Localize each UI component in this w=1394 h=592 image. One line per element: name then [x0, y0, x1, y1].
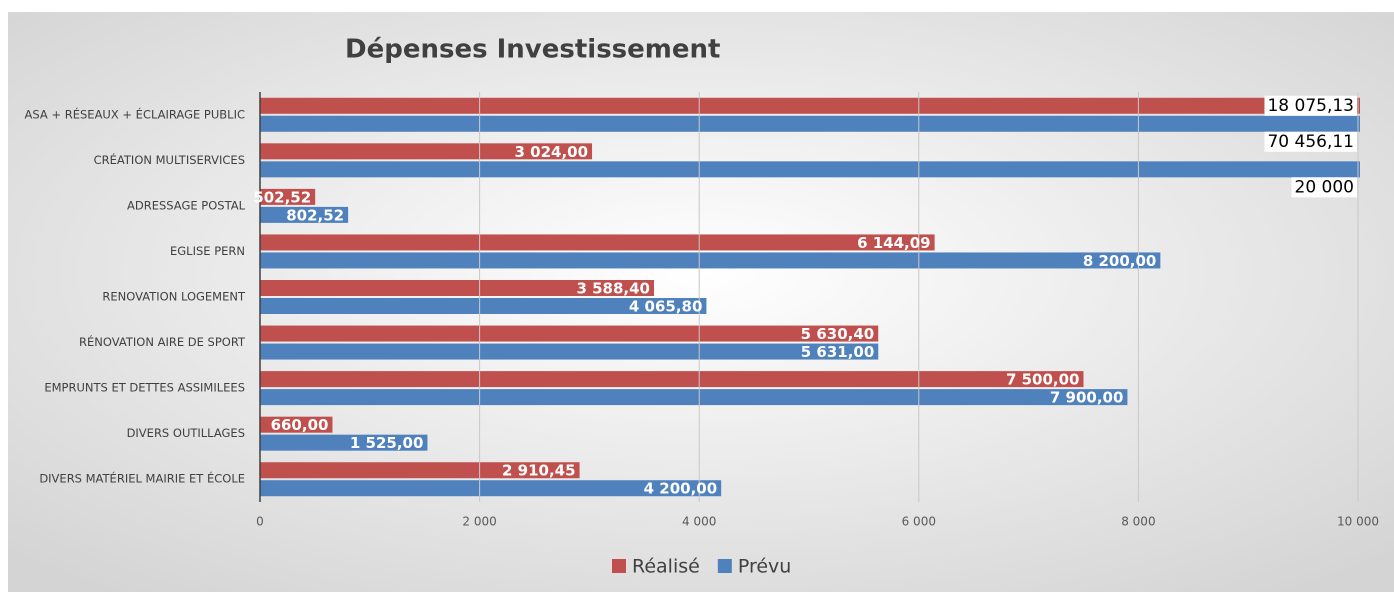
bar	[260, 416, 333, 433]
y-tick-label: EMPRUNTS ET DETTES ASSIMILEES	[44, 381, 245, 395]
value-label: 4 065,80	[629, 298, 703, 316]
value-label: 3 588,40	[576, 280, 650, 298]
x-tick-label: 8 000	[1121, 515, 1155, 529]
value-label: 4 200,00	[644, 480, 718, 498]
y-tick-label: ADRESSAGE POSTAL	[127, 198, 246, 212]
bar	[260, 480, 722, 497]
value-label: 7 900,00	[1050, 389, 1124, 407]
y-tick-label: CRÉATION MULTISERVICES	[94, 152, 245, 167]
value-label: 20 000	[1295, 177, 1354, 197]
legend-label: Réalisé	[632, 556, 700, 578]
y-tick-label: RÉNOVATION AIRE DE SPORT	[79, 334, 246, 349]
value-label: 1 525,00	[350, 434, 424, 452]
bar	[260, 161, 1360, 178]
legend-label: Prévu	[738, 556, 792, 578]
bar	[260, 115, 1360, 132]
y-tick-label: ASA + RÉSEAUX + ÉCLAIRAGE PUBLIC	[25, 106, 245, 121]
x-tick-label: 0	[256, 515, 264, 529]
value-label: 502,52	[253, 188, 311, 206]
bar	[260, 389, 1128, 406]
value-label-box	[1291, 177, 1357, 198]
bar	[260, 234, 935, 251]
value-label: 5 630,40	[801, 325, 875, 343]
bar	[260, 343, 879, 360]
value-label: 70 456,11	[1267, 132, 1354, 152]
legend-swatch	[612, 559, 626, 573]
bar	[260, 298, 707, 314]
bar	[260, 371, 1084, 388]
y-tick-label: DIVERS MATÉRIEL MAIRIE ET ÉCOLE	[39, 471, 245, 486]
x-tick-label: 10 000	[1337, 515, 1379, 529]
bar	[260, 188, 316, 205]
x-tick-label: 2 000	[462, 515, 496, 529]
value-label-box	[1264, 95, 1357, 116]
chart-title: Dépenses Investissement	[345, 35, 720, 65]
value-label: 802,52	[286, 206, 344, 224]
y-tick-label: DIVERS OUTILLAGES	[127, 426, 245, 440]
y-tick-label: RENOVATION LOGEMENT	[102, 290, 246, 304]
y-tick-label: EGLISE PERN	[170, 244, 245, 258]
value-label: 3 024,00	[514, 143, 588, 161]
value-label-box	[1264, 131, 1357, 152]
x-tick-label: 4 000	[682, 515, 716, 529]
value-label: 18 075,13	[1267, 96, 1354, 116]
value-label: 2 910,45	[502, 462, 576, 480]
value-label: 6 144,09	[857, 234, 931, 252]
bar	[260, 462, 580, 479]
bar	[260, 97, 1360, 114]
value-label: 8 200,00	[1083, 252, 1157, 270]
bar	[260, 143, 593, 160]
bar	[260, 252, 1161, 269]
x-tick-label: 6 000	[902, 515, 936, 529]
bar	[260, 325, 879, 342]
value-label: 660,00	[271, 416, 329, 434]
value-label: 7 500,00	[1006, 371, 1080, 389]
bar	[260, 206, 349, 223]
bar	[260, 434, 428, 451]
plot-area	[260, 97, 1360, 497]
legend-swatch	[717, 559, 732, 573]
value-label: 5 631,00	[801, 343, 875, 361]
bar	[260, 280, 655, 296]
